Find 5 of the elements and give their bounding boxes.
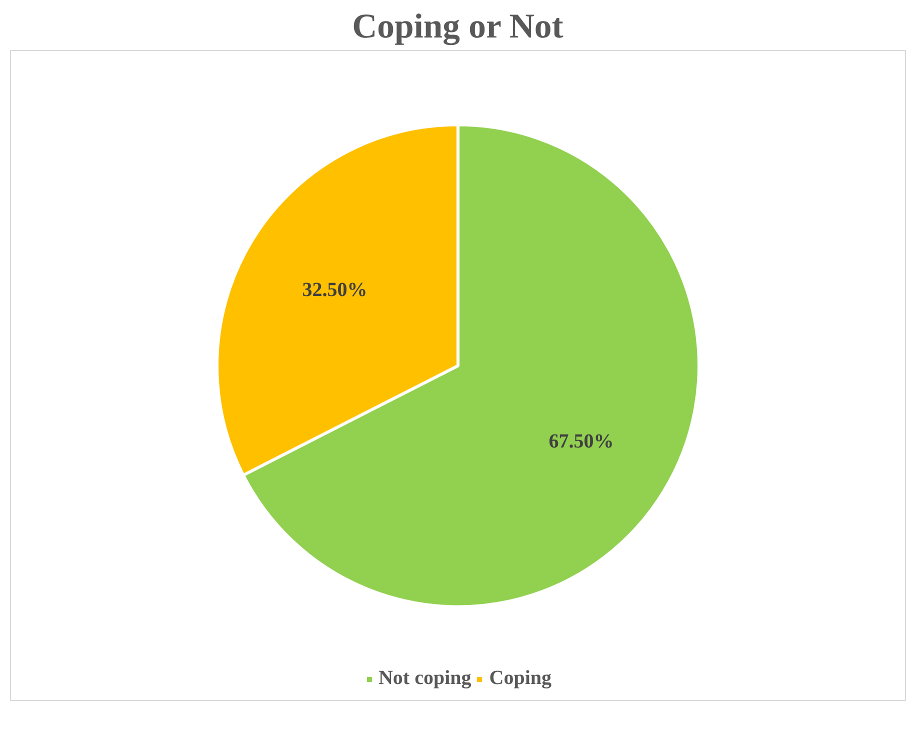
chart-title: Coping or Not [352,8,564,46]
legend-label: Coping [489,667,552,690]
data-label: 32.50% [302,279,368,302]
legend-label: Not coping [378,667,472,690]
data-label: 67.50% [548,430,614,452]
